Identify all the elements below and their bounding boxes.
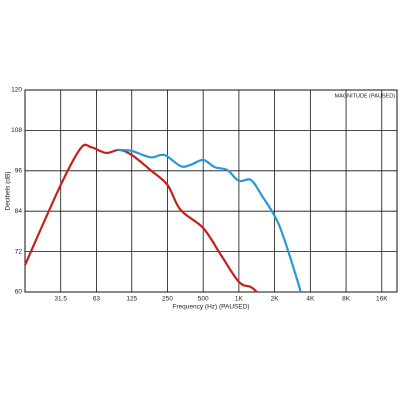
plot-frame xyxy=(24,89,398,293)
series-line xyxy=(23,143,258,293)
x-tick-label: 31.5 xyxy=(54,296,67,303)
y-tick-label: 60 xyxy=(15,289,23,296)
x-tick-label: 500 xyxy=(198,296,209,303)
y-tick-label: 120 xyxy=(11,87,22,94)
x-axis-label: Frequency (Hz) (PAUSED) xyxy=(172,304,249,311)
chart-title: MAGNITUDE (PAUSED) xyxy=(335,93,396,99)
x-tick-label: 2K xyxy=(271,296,280,303)
x-tick-label: 250 xyxy=(162,296,173,303)
x-tick-label: 4K xyxy=(306,296,315,303)
y-tick-label: 72 xyxy=(15,248,23,255)
x-tick-label: 8K xyxy=(342,296,351,303)
x-tick-label: 16K xyxy=(376,296,388,303)
series-line xyxy=(117,148,302,293)
x-tick-label: 1K xyxy=(235,296,244,303)
y-axis-label: Decibels (dB) xyxy=(5,171,12,210)
y-tick-label: 108 xyxy=(11,127,22,134)
y-tick-label: 96 xyxy=(15,168,23,175)
y-tick-label: 84 xyxy=(15,208,23,215)
x-tick-label: 63 xyxy=(93,296,101,303)
x-tick-label: 125 xyxy=(126,296,137,303)
